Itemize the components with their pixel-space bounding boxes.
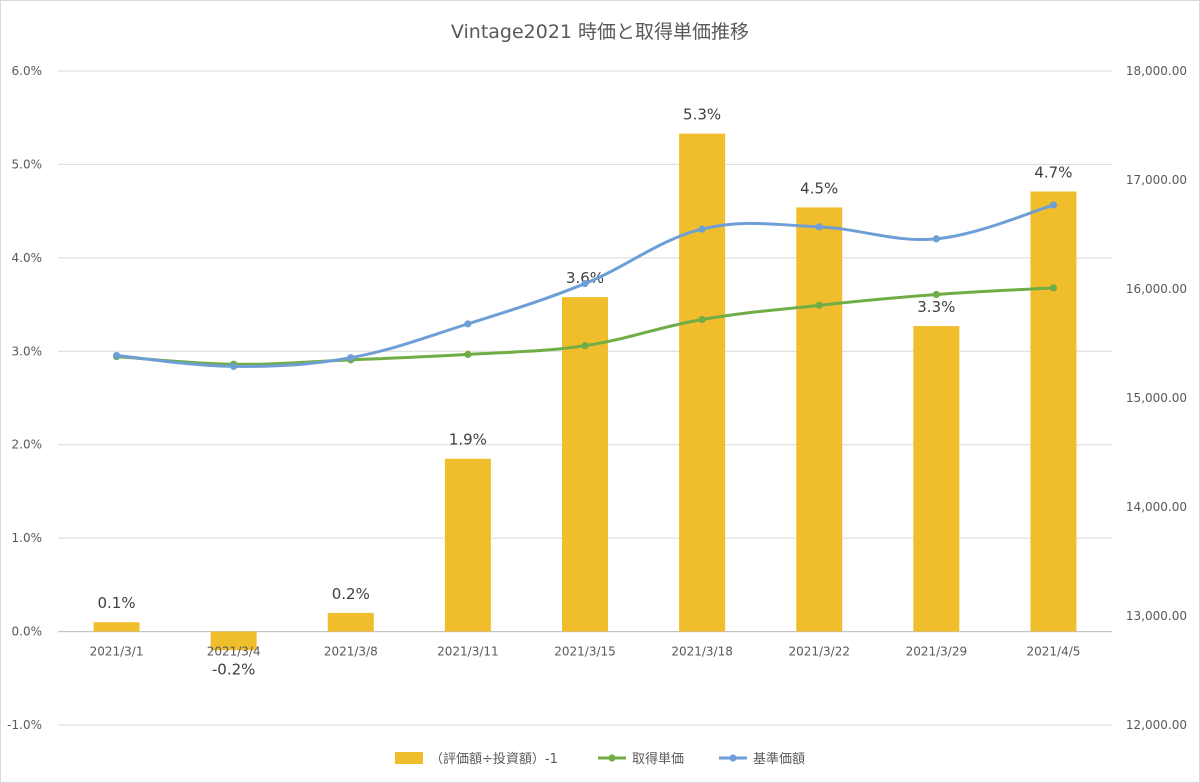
line-point	[464, 350, 472, 358]
right-tick-label: 18,000.00	[1126, 64, 1187, 78]
left-tick-label: 6.0%	[12, 64, 43, 78]
line-point	[815, 301, 823, 309]
bar-data-label: 3.6%	[566, 269, 604, 287]
right-tick-label: 16,000.00	[1126, 282, 1187, 296]
bar-data-label: -0.2%	[212, 660, 256, 678]
bar	[444, 458, 491, 632]
category-label: 2021/3/29	[906, 645, 968, 659]
left-tick-label: -1.0%	[7, 718, 42, 732]
bar-data-label: 1.9%	[449, 431, 487, 449]
legend-label-bar: （評価額÷投資額）-1	[430, 751, 558, 767]
line-point	[112, 351, 121, 360]
line-point	[698, 315, 706, 324]
legend-swatch-point	[729, 754, 737, 762]
left-tick-label: 0.0%	[12, 625, 43, 639]
left-tick-label: 3.0%	[12, 344, 43, 358]
bar-series	[93, 133, 1077, 651]
bar	[1030, 191, 1077, 632]
line-point	[464, 320, 472, 328]
line-point	[815, 223, 823, 231]
line-point	[1049, 284, 1058, 292]
chart-title: Vintage2021 時価と取得単価推移	[451, 21, 749, 43]
bar-data-label: 4.7%	[1034, 164, 1072, 182]
bar	[913, 326, 960, 632]
left-tick-label: 2.0%	[12, 438, 43, 452]
line-point	[698, 225, 706, 233]
bar	[679, 133, 726, 632]
category-label: 2021/3/22	[788, 645, 850, 659]
category-label: 2021/3/15	[554, 645, 616, 659]
right-tick-label: 14,000.00	[1126, 500, 1187, 514]
category-label: 2021/3/1	[90, 645, 144, 659]
line-point	[1049, 201, 1058, 209]
bar-data-label: 4.5%	[800, 179, 838, 197]
line-series	[112, 201, 1058, 370]
bar-data-label: 5.3%	[683, 106, 721, 124]
right-tick-label: 15,000.00	[1126, 391, 1187, 405]
category-label: 2021/4/5	[1026, 645, 1080, 659]
legend-label-line: 基準価額	[753, 751, 805, 767]
category-label: 2021/3/8	[324, 645, 378, 659]
bar-data-label: 0.2%	[332, 585, 370, 603]
left-tick-label: 4.0%	[12, 251, 43, 265]
left-axis: -1.0% 0.0% 1.0% 2.0% 3.0% 4.0% 5.0% 6.0%	[7, 64, 42, 732]
line-point	[230, 362, 238, 370]
line-point	[932, 235, 940, 243]
category-label: 2021/3/18	[671, 645, 733, 659]
category-label: 2021/3/11	[437, 645, 499, 659]
legend-swatch-point	[608, 754, 616, 762]
bar	[327, 612, 374, 632]
right-axis: 12,000.00 13,000.00 14,000.00 15,000.00 16,0…	[1126, 64, 1187, 732]
left-tick-label: 5.0%	[12, 157, 43, 171]
legend-label-line: 取得単価	[632, 751, 684, 767]
bar-data-label: 3.3%	[917, 298, 955, 316]
line-point	[581, 279, 589, 288]
category-label: 2021/3/4	[207, 645, 261, 659]
bar	[562, 297, 608, 632]
legend: （評価額÷投資額）-1 取得単価 基準価額	[395, 751, 805, 767]
right-tick-label: 12,000.00	[1126, 718, 1187, 732]
line-point	[347, 354, 355, 362]
bar	[796, 207, 843, 632]
line-point	[581, 342, 589, 350]
bar	[210, 631, 257, 651]
bar-data-label: 0.1%	[98, 594, 136, 612]
line-point	[932, 290, 940, 299]
legend-swatch-bar	[395, 752, 423, 764]
category-axis: 2021/3/1 2021/3/4 2021/3/8 2021/3/11 2021/3/…	[90, 645, 1081, 659]
left-tick-label: 1.0%	[12, 531, 43, 545]
right-tick-label: 17,000.00	[1126, 173, 1187, 187]
bar-data-labels: 0.1% -0.2% 0.2% 1.9% 3.6% 5.3% 4.5% 3.3% 4.7%	[98, 106, 1073, 679]
bar	[93, 622, 140, 632]
right-tick-label: 13,000.00	[1126, 609, 1187, 623]
